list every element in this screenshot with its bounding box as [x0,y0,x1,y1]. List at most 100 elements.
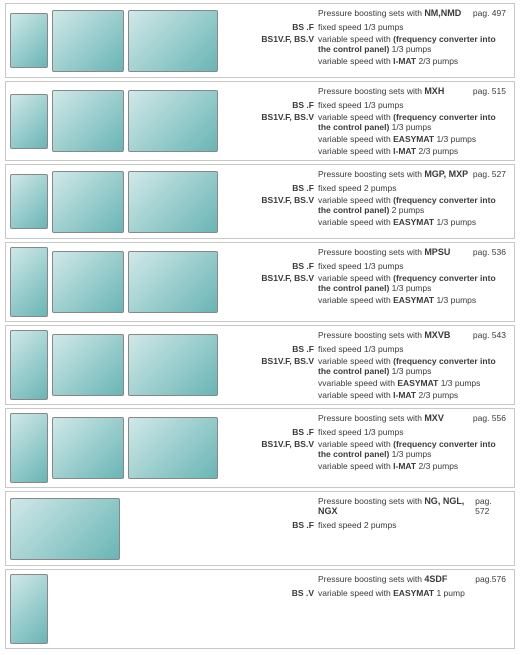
header-line: Pressure boosting sets with MXV pag. 556 [256,413,510,423]
spec-line: BS1V.F, BS.Vvariable speed with (frequen… [256,195,510,215]
code-label: BS1V.F, BS.V [256,273,318,293]
product-row: Pressure boosting sets with MGP, MXP pag.… [5,164,515,239]
code-label: BS .F [256,344,318,354]
pump-image [52,10,124,72]
pump-image [10,247,48,317]
code-label: BS .F [256,100,318,110]
desc-text: variable speed with I-MAT 2/3 pumps [318,390,510,400]
code-label: BS1V.F, BS.V [256,112,318,132]
pump-image [10,413,48,483]
image-area [10,330,250,400]
header-label: Pressure boosting sets with [318,574,424,584]
desc-text: variable speed with EASYMAT 1/3 pumps [318,295,510,305]
text-area: Pressure boosting sets with MPSUpag. 536… [250,247,510,317]
page-ref: pag. 497 [473,8,510,18]
code-label: BS .F [256,22,318,32]
model-name: MGP, MXP [424,169,468,179]
code-label: BS1V.F, BS.V [256,439,318,459]
product-row: Pressure boosting sets with MXV pag. 556 B… [5,408,515,488]
text-area: Pressure boosting sets with NM,NMDpag. 4… [250,8,510,73]
pump-image [128,251,218,313]
code-label: BS1V.F, BS.V [256,34,318,54]
desc-text: fixed speed 2 pumps [318,183,510,193]
page-ref: pag. 556 [473,413,510,423]
header-label: Pressure boosting sets with [318,496,424,506]
code-label [256,56,318,66]
desc-text: variable speed with EASYMAT 1 pump [318,588,510,598]
desc-text: fixed speed 1/3 pumps [318,22,510,32]
spec-line: variable speed with I-MAT 2/3 pumps [256,146,510,156]
product-row: Pressure boosting sets with MXHpag. 515B… [5,81,515,161]
desc-text: fixed speed 2 pumps [318,520,510,530]
code-label: BS1V.F, BS.V [256,356,318,376]
desc-text: variable speed with (frequency converter… [318,34,510,54]
pump-image [128,90,218,152]
pump-image [128,417,218,479]
image-area [10,496,250,561]
header-label: Pressure boosting sets with [318,413,424,423]
spec-line: variable speed with I-MAT 2/3 pumps [256,56,510,66]
header-line: Pressure boosting sets with NG, NGL, NGX… [256,496,510,516]
header-label: Pressure boosting sets with [318,169,424,179]
code-label [256,378,318,388]
desc-text: fixed speed 1/3 pumps [318,261,510,271]
pump-image [128,10,218,72]
page-ref: pag. 527 [473,169,510,179]
code-label [256,146,318,156]
spec-line: BS .Ffixed speed 2 pumps [256,183,510,193]
code-label [256,295,318,305]
code-label: BS .F [256,520,318,530]
model-name: MXV [424,413,444,423]
image-area [10,413,250,483]
code-label: BS .V [256,588,318,598]
model-name: NM,NMD [424,8,461,18]
code-label: BS .F [256,261,318,271]
desc-text: variable speed with (frequency converter… [318,439,510,459]
code-label [256,390,318,400]
spec-line: BS .Vvariable speed with EASYMAT 1 pump [256,588,510,598]
text-area: Pressure boosting sets with MXV pag. 556 B… [250,413,510,483]
desc-text: fixed speed 1/3 pumps [318,427,510,437]
header-line: Pressure boosting sets with NM,NMDpag. 4… [256,8,510,18]
pump-image [52,90,124,152]
spec-line: BS1V.F, BS.Vvariable speed with (frequen… [256,273,510,293]
spec-line: BS .Ffixed speed 1/3 pumps [256,100,510,110]
text-area: Pressure boosting sets with MXVBpag. 543… [250,330,510,400]
desc-text: variable speed with (frequency converter… [318,195,510,215]
spec-line: variable speed with EASYMAT 1/3 pumps [256,295,510,305]
code-label: BS .F [256,183,318,193]
desc-text: variable speed with (frequency converter… [318,112,510,132]
desc-text: variable speed with I-MAT 2/3 pumps [318,461,510,471]
header-line: Pressure boosting sets with MXVBpag. 543 [256,330,510,340]
pump-image [52,417,124,479]
spec-line: BS .Ffixed speed 1/3 pumps [256,427,510,437]
page-ref: pag.576 [475,574,510,584]
desc-text: fixed speed 1/3 pumps [318,100,510,110]
spec-line: variable speed with I-MAT 2/3 pumps [256,390,510,400]
pump-image [52,251,124,313]
header-line: Pressure boosting sets with 4SDF pag.576 [256,574,510,584]
spec-line: BS .Ffixed speed 1/3 pumps [256,344,510,354]
spec-line: BS1V.F, BS.Vvariable speed with (frequen… [256,356,510,376]
desc-text: variable speed with (frequency converter… [318,273,510,293]
spec-line: vvariable speed with EASYMAT 1/3 pumps [256,378,510,388]
model-name: MXVB [424,330,450,340]
pump-image [10,94,48,149]
model-name: 4SDF [424,574,447,584]
desc-text: variable speed with EASYMAT 1/3 pumps [318,134,510,144]
header-line: Pressure boosting sets with MGP, MXP pag.… [256,169,510,179]
header-line: Pressure boosting sets with MPSUpag. 536 [256,247,510,257]
desc-text: variable speed with I-MAT 2/3 pumps [318,146,510,156]
spec-line: variable speed with EASYMAT 1/3 pumps [256,134,510,144]
header-label: Pressure boosting sets with [318,86,424,96]
product-table: Pressure boosting sets with NM,NMD pag. 4… [0,3,520,649]
text-area: Pressure boosting sets with MXHpag. 515B… [250,86,510,156]
pump-image [128,171,218,233]
code-label [256,217,318,227]
page-ref: pag. 515 [473,86,510,96]
desc-text: fixed speed 1/3 pumps [318,344,510,354]
spec-line: BS1V.F, BS.Vvariable speed with (frequen… [256,439,510,459]
spec-line: variable speed with I-MAT 2/3 pumps [256,461,510,471]
spec-line: BS .Ffixed speed 2 pumps [256,520,510,530]
page-ref: pag. 543 [473,330,510,340]
